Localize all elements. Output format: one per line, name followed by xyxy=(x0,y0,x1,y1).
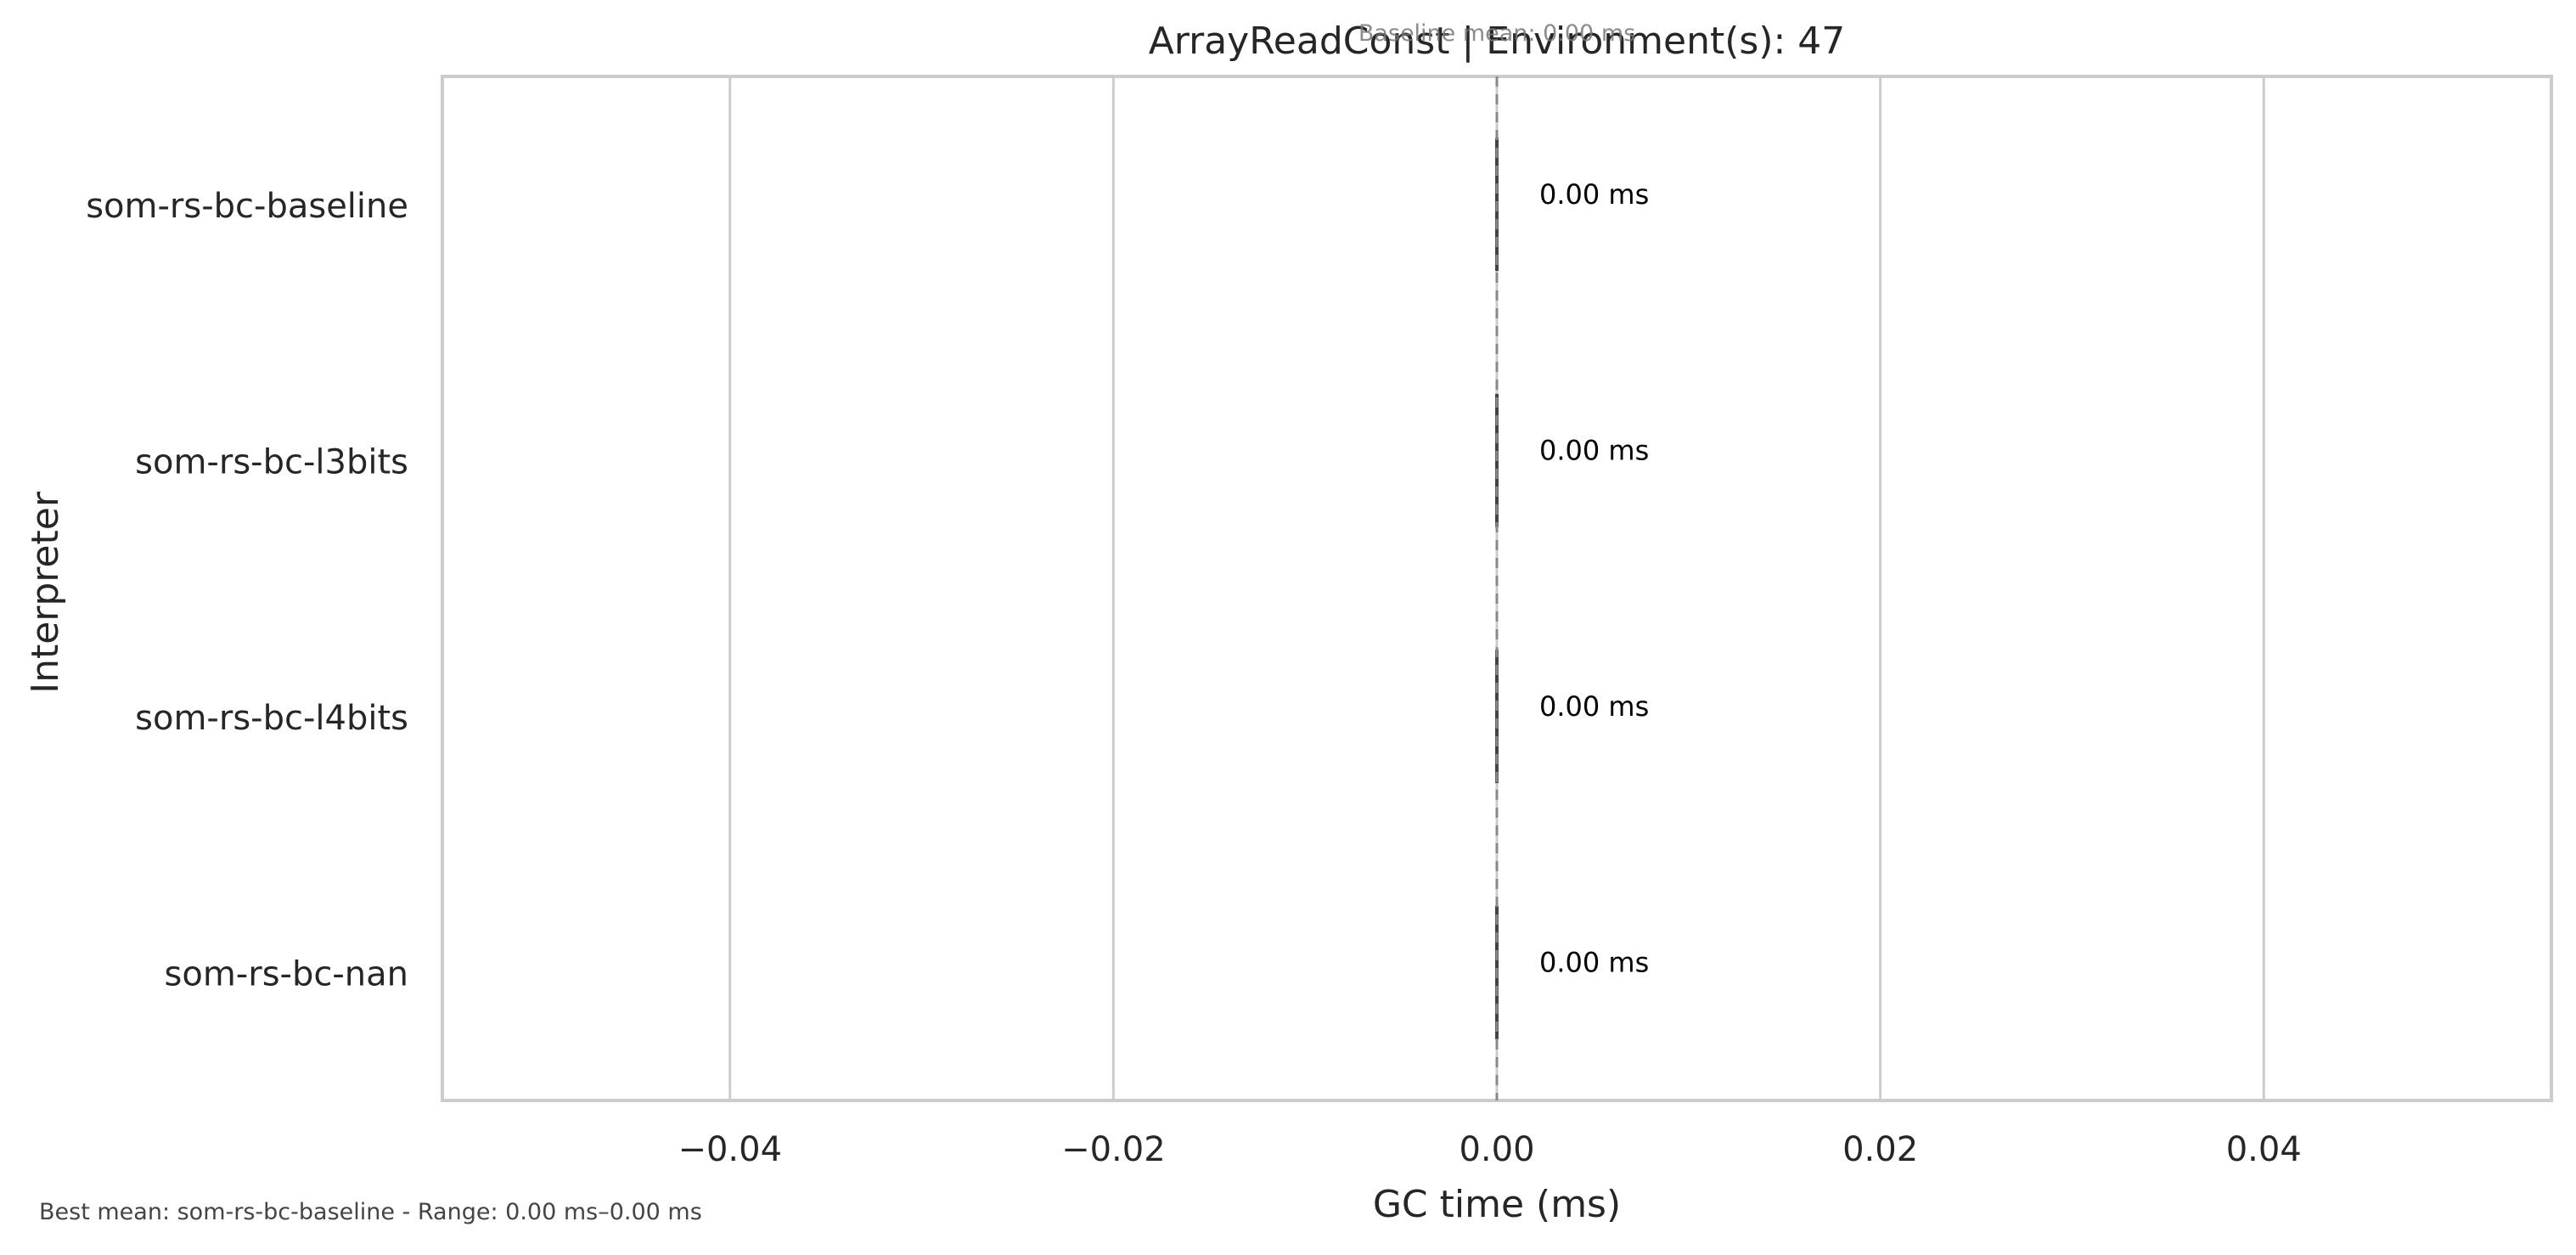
x-axis-ticks: −0.04 −0.02 0.00 0.02 0.04 xyxy=(678,1130,2301,1169)
x-tick-label: 0.02 xyxy=(1842,1130,1918,1169)
y-axis-label: Interpreter xyxy=(24,491,67,694)
y-axis-ticks: som-rs-bc-baseline som-rs-bc-l3bits som-rs… xyxy=(86,187,408,994)
x-tick-label: 0.00 xyxy=(1459,1130,1534,1169)
footer-note: Best mean: som-rs-bc-baseline - Range: 0… xyxy=(39,1199,702,1225)
y-tick-label: som-rs-bc-l3bits xyxy=(135,442,408,481)
data-label: 0.00 ms xyxy=(1539,946,1649,978)
x-tick-label: 0.04 xyxy=(2226,1130,2302,1169)
data-label: 0.00 ms xyxy=(1539,690,1649,723)
baseline-annotation: Baseline mean: 0.00 ms xyxy=(1358,20,1635,47)
chart-title: ArrayReadConst | Environment(s): 47 xyxy=(1149,20,1846,63)
y-tick-label: som-rs-bc-baseline xyxy=(86,187,408,226)
y-tick-label: som-rs-bc-l4bits xyxy=(135,699,408,738)
x-tick-label: −0.02 xyxy=(1061,1130,1166,1169)
x-tick-label: −0.04 xyxy=(678,1130,782,1169)
y-tick-label: som-rs-bc-nan xyxy=(165,954,408,993)
data-label: 0.00 ms xyxy=(1539,434,1649,466)
x-axis-label: GC time (ms) xyxy=(1373,1183,1621,1226)
bar xyxy=(1495,650,1499,784)
data-labels: 0.00 ms 0.00 ms 0.00 ms 0.00 ms xyxy=(1539,178,1649,979)
data-label: 0.00 ms xyxy=(1539,178,1649,211)
